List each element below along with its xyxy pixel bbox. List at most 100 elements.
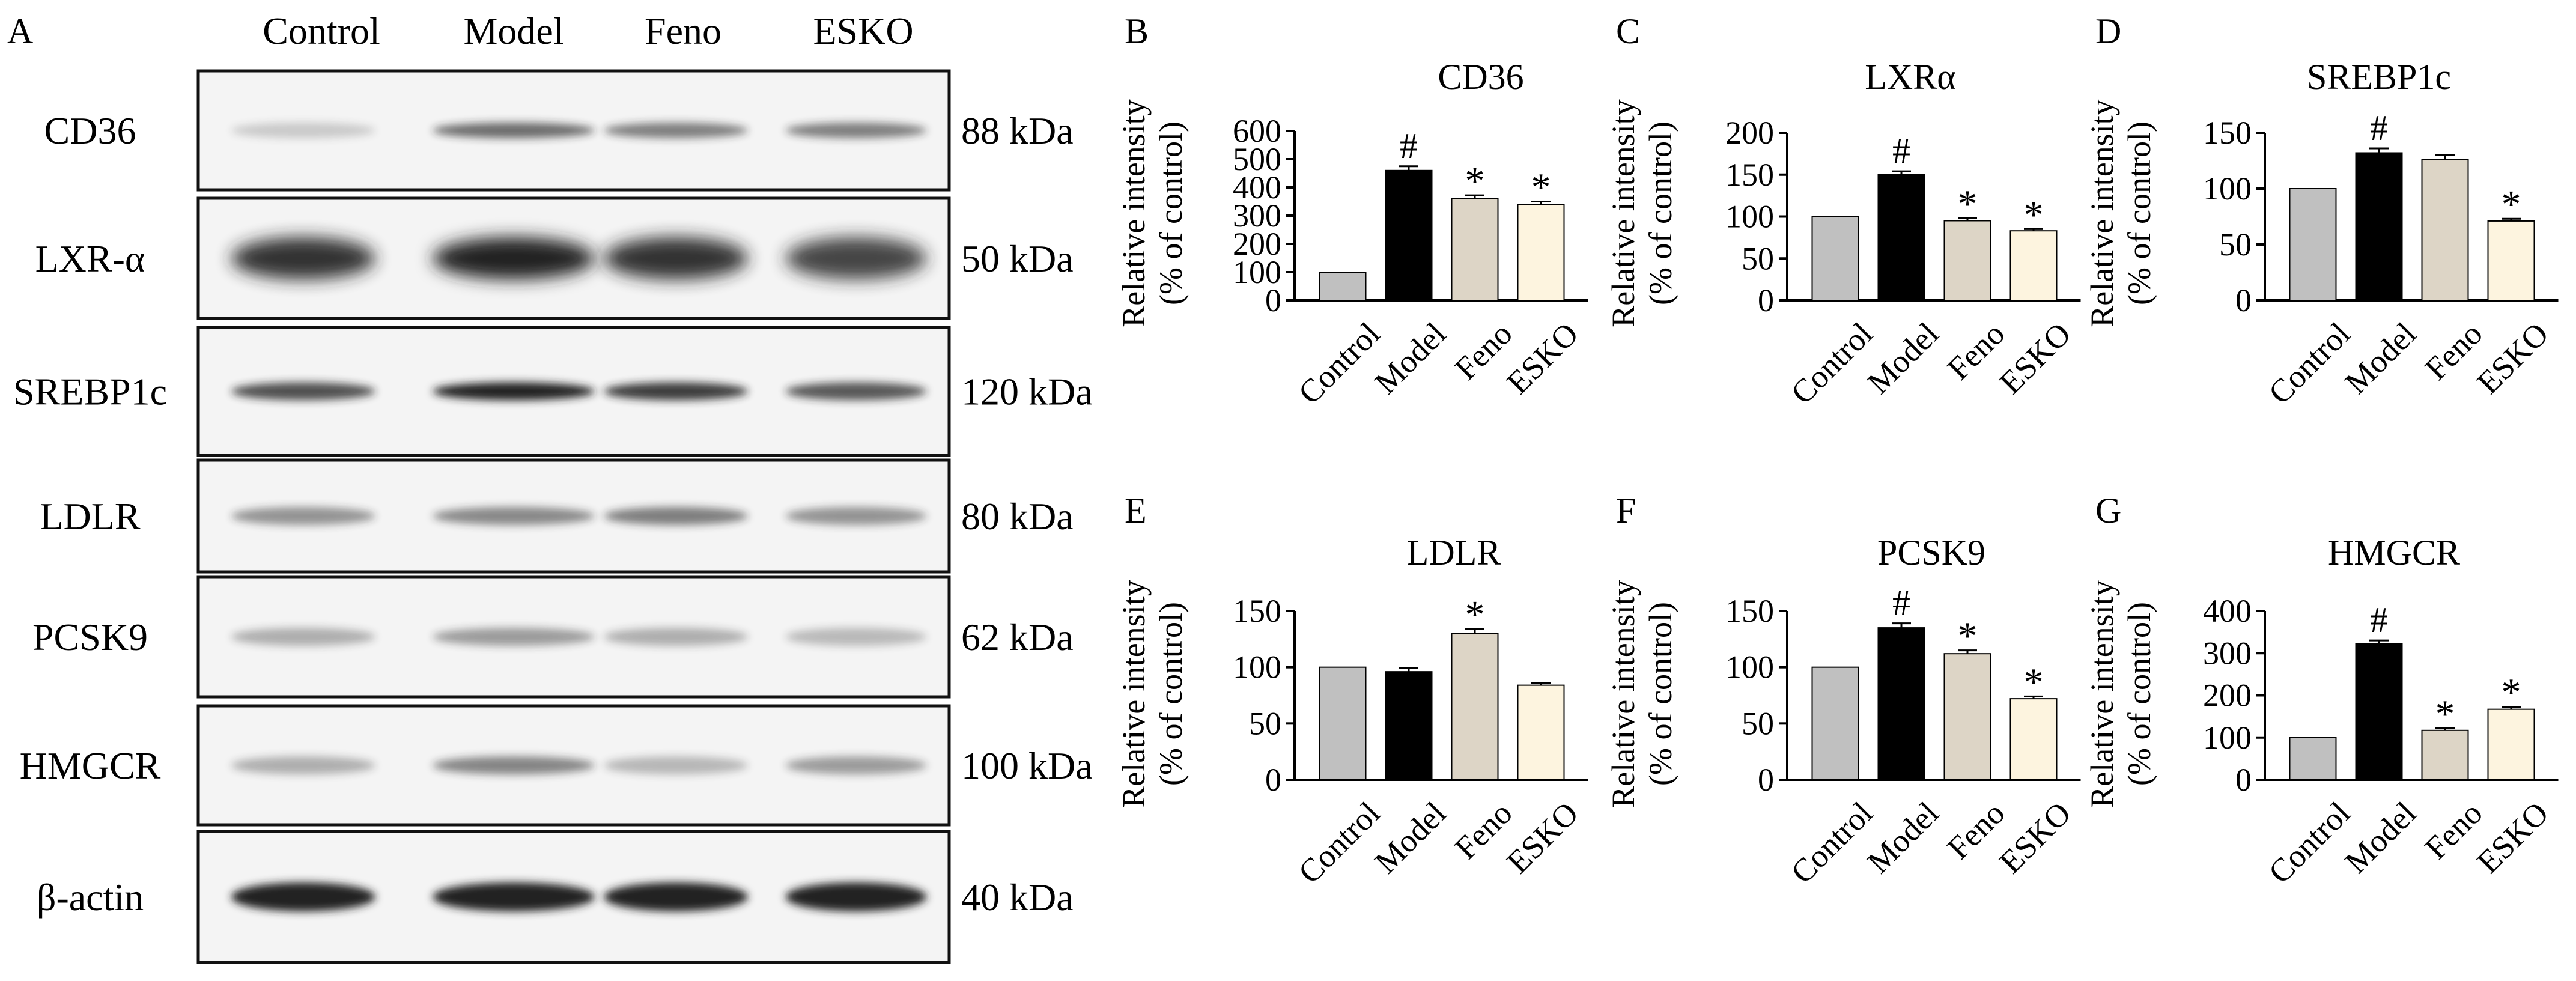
blot-protein-label: HMGCR bbox=[20, 744, 161, 787]
y-tick-label: 100 bbox=[1233, 254, 1281, 290]
blot-band bbox=[433, 628, 595, 646]
blot-band bbox=[785, 628, 927, 646]
x-tick-label: Model bbox=[2338, 315, 2423, 401]
y-axis-label-line2: (% of control) bbox=[2121, 121, 2157, 305]
y-axis-label-line1: Relative intensity bbox=[1605, 580, 1641, 807]
lane-label: ESKO bbox=[813, 10, 913, 52]
blot-band bbox=[231, 123, 375, 138]
blot-protein-label: CD36 bbox=[44, 109, 136, 152]
panel-letter: G bbox=[2095, 491, 2121, 530]
y-tick-label: 50 bbox=[1249, 705, 1281, 741]
y-tick-label: 50 bbox=[1742, 705, 1774, 741]
y-tick-label: 200 bbox=[1233, 226, 1281, 262]
blot-row: CD36 88 kDa bbox=[44, 69, 1074, 192]
x-tick-label-group: ESKO bbox=[1993, 795, 2078, 880]
lane-label: Feno bbox=[645, 10, 721, 52]
bar-feno bbox=[1451, 198, 1499, 301]
blot-band bbox=[785, 507, 927, 525]
y-axis-label: Relative intensity (% of control) bbox=[1605, 580, 1678, 807]
blot-size-label: 120 kDa bbox=[961, 371, 1093, 413]
x-tick-label-group: Model bbox=[2338, 315, 2423, 401]
y-tick-label: 0 bbox=[2235, 762, 2252, 798]
blot-size-label: 50 kDa bbox=[961, 237, 1074, 280]
y-tick-label: 0 bbox=[1758, 762, 1774, 798]
x-tick-label: ESKO bbox=[1993, 315, 2078, 401]
blot-protein-label: SREBP1c bbox=[13, 371, 167, 413]
x-tick-label: Control bbox=[1292, 795, 1387, 890]
lane-label: Model bbox=[463, 10, 564, 52]
blot-band bbox=[433, 382, 595, 401]
bar-feno bbox=[1451, 633, 1499, 781]
y-tick-label: 50 bbox=[2219, 226, 2252, 263]
blot-band bbox=[785, 237, 927, 279]
y-tick-label: 400 bbox=[1233, 169, 1281, 205]
significance-star: * bbox=[2502, 183, 2521, 226]
chart-title: SREBP1c bbox=[2307, 57, 2451, 97]
panel-letter: B bbox=[1125, 11, 1149, 51]
bar-control bbox=[1811, 666, 1859, 780]
blot-band bbox=[433, 756, 595, 774]
bar-control bbox=[1811, 216, 1859, 301]
western-blot-panel: A Control Model Feno ESKO CD36 88 kDa LXR-… bbox=[7, 10, 1093, 964]
y-axis-label-line1: Relative intensity bbox=[1116, 99, 1152, 327]
panel-letter-a: A bbox=[7, 11, 33, 51]
blot-band bbox=[231, 237, 375, 279]
significance-hash: # bbox=[2370, 600, 2388, 640]
bar-esko bbox=[1517, 204, 1565, 302]
blot-size-label: 80 kDa bbox=[961, 495, 1074, 538]
blot-band bbox=[604, 123, 748, 138]
blot-band bbox=[433, 123, 595, 138]
blot-band bbox=[433, 882, 595, 911]
x-tick-label: ESKO bbox=[1500, 315, 1585, 401]
bar-feno bbox=[1943, 220, 1991, 301]
significance-hash: # bbox=[1400, 126, 1418, 166]
bar-model bbox=[2355, 152, 2403, 301]
significance-star: * bbox=[1465, 593, 1485, 637]
bar-control bbox=[1319, 666, 1367, 780]
bar-model bbox=[1385, 671, 1433, 781]
blot-row: LXR-α 50 kDa bbox=[35, 196, 1074, 320]
blot-band bbox=[604, 237, 748, 279]
blot-band bbox=[785, 382, 927, 401]
y-tick-label: 500 bbox=[1233, 141, 1281, 177]
y-tick-label: 100 bbox=[2203, 720, 2252, 756]
blot-band bbox=[785, 756, 927, 774]
x-tick-label-group: Model bbox=[2338, 795, 2423, 880]
y-tick-label: 150 bbox=[1725, 593, 1774, 629]
x-tick-label: Model bbox=[1368, 795, 1453, 880]
blot-row: β-actin 40 kDa bbox=[37, 830, 1074, 964]
significance-star: * bbox=[2502, 670, 2521, 714]
y-axis-label: Relative intensity (% of control) bbox=[1116, 99, 1189, 327]
blot-band bbox=[604, 628, 748, 646]
y-axis-label-line2: (% of control) bbox=[1642, 602, 1678, 786]
y-tick-label: 0 bbox=[1265, 762, 1281, 798]
y-tick-label: 150 bbox=[1725, 157, 1774, 193]
x-tick-label: ESKO bbox=[1993, 795, 2078, 880]
lane-label: Control bbox=[263, 10, 380, 52]
significance-star: * bbox=[2435, 692, 2455, 736]
blot-band bbox=[231, 507, 375, 525]
panel-letter: E bbox=[1125, 491, 1147, 530]
y-tick-label: 100 bbox=[1725, 199, 1774, 235]
blot-row: LDLR 80 kDa bbox=[40, 458, 1074, 574]
x-tick-label: Model bbox=[2338, 795, 2423, 880]
significance-hash: # bbox=[2370, 108, 2388, 148]
panel-letter: D bbox=[2095, 11, 2121, 51]
significance-star: * bbox=[1958, 182, 1978, 226]
blot-band bbox=[433, 237, 595, 279]
bar-feno bbox=[2421, 159, 2469, 302]
bar-model bbox=[1877, 627, 1925, 780]
x-tick-label: Model bbox=[1861, 315, 1946, 401]
blot-row: HMGCR 100 kDa bbox=[20, 704, 1093, 827]
y-axis-label: Relative intensity (% of control) bbox=[2084, 580, 2157, 807]
y-tick-label: 300 bbox=[1233, 198, 1281, 234]
significance-star: * bbox=[2024, 660, 2044, 704]
x-tick-label-group: Control bbox=[2262, 315, 2357, 411]
y-tick-label: 200 bbox=[2203, 678, 2252, 714]
bar-esko bbox=[2009, 698, 2058, 780]
significance-star: * bbox=[1531, 166, 1551, 210]
bar-esko bbox=[2487, 220, 2535, 301]
x-tick-label: ESKO bbox=[2470, 315, 2556, 401]
bar-chart-pcsk9: F PCSK9 Relative intensity (% of control) 0 5… bbox=[1605, 491, 2081, 890]
